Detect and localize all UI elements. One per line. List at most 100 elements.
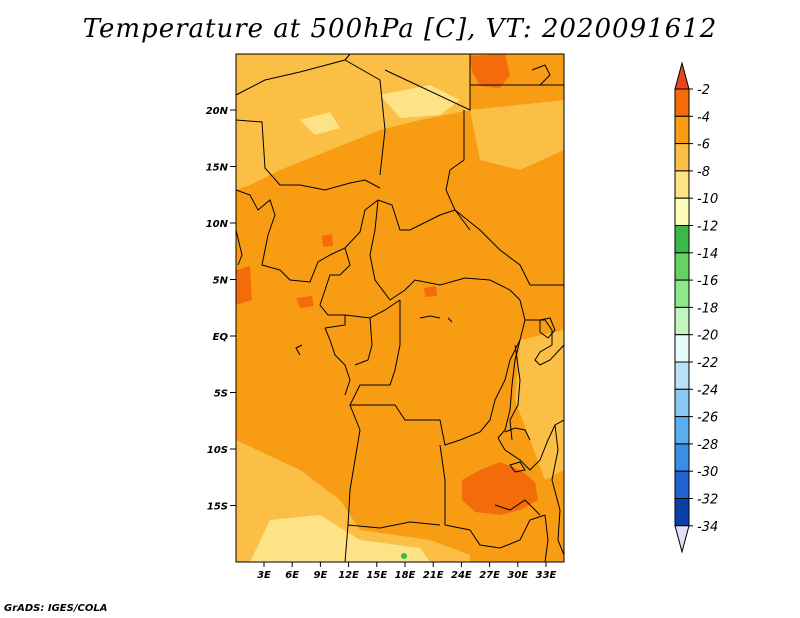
colorbar-label: -12 [697,220,718,235]
colorbar-swatch [674,170,690,199]
colorbar-swatch [674,361,690,390]
lon-tick-label: 18E [395,570,416,581]
colorbar-label: -20 [697,329,718,344]
colorbar-label: -8 [697,165,710,180]
colorbar-label: -18 [697,301,718,316]
border-line [324,327,351,396]
field-warm-spot-a [296,296,314,308]
border-line [384,54,471,111]
lat-tick-label: 10N [206,219,229,230]
field-southeast-warm [462,462,538,515]
colorbar-label: -10 [697,192,718,207]
border-line [377,199,456,231]
border-line [439,444,546,549]
border-line [344,404,361,562]
colorbar-label: -32 [697,493,718,508]
border-line [454,209,564,286]
colorbar-label: -4 [697,110,710,125]
border-line [236,119,381,191]
border-line [319,289,346,329]
border-line [324,247,351,291]
colorbar-swatch [674,252,690,281]
coast-detail [295,344,303,356]
colorbar-label: -24 [697,383,718,398]
colorbar-label: -14 [697,247,718,262]
field-north-pale-spot [300,112,340,135]
field-south-pale [250,515,430,562]
map-title: Temperature at 500hPa [C], VT: 202009161… [82,14,718,44]
colorbar-label: -22 [697,356,718,371]
field-northeast-warm [470,54,510,88]
colorbar-swatch [674,279,690,308]
lon-tick-label: 12E [338,570,359,581]
colorbar-swatch [674,143,690,172]
colorbar-label: -6 [697,138,710,153]
field-northeast-light [470,100,564,170]
grads-credit: GrADS: IGES/COLA [4,603,108,614]
lon-tick-label: 3E [257,570,271,581]
border-line [504,427,531,441]
border-line [354,317,373,366]
colorbar-swatch [674,115,690,145]
border-line [551,424,564,556]
lat-tick-label: 5N [213,276,229,287]
colorbar-swatch [674,334,690,363]
lon-tick-label: 9E [314,570,328,581]
border-line [236,189,281,271]
border-line [369,199,521,301]
colorbar-top-arrow [674,61,690,90]
lon-tick-label: 21E [423,570,444,581]
lon-tick-label: 30E [507,570,528,581]
border-line [349,300,521,446]
colorbar-swatch [674,306,690,336]
lon-tick-label: 33E [536,570,557,581]
lake-outline [539,317,556,339]
lat-tick-label: EQ [213,332,229,343]
border-line [497,299,526,439]
colorbar-swatch [674,388,690,418]
lat-tick-label: 15N [206,163,229,174]
colorbar-label: -2 [697,83,710,98]
border-line [344,59,386,176]
longitude-axis: 3E 6E 9E 12E 15E 18E 21E 24E 27E 30E 33E [257,562,557,581]
lat-tick-label: 20N [206,106,229,117]
lon-tick-label: 6E [285,570,299,581]
colorbar-swatch [674,416,690,445]
lon-tick-label: 15E [366,570,387,581]
lon-tick-label: 27E [479,570,500,581]
border-line [445,110,471,231]
border-line [236,54,351,96]
border-line [525,319,564,366]
field-warm-spot-d [424,286,437,297]
colorbar-swatch [674,88,690,117]
colorbar-label: -26 [697,411,718,426]
lat-tick-label: 10S [207,445,228,456]
field-east-light [515,330,564,480]
field-warm-spot-c [322,234,333,247]
coast-detail [236,229,243,266]
colorbar-bottom-arrow [674,525,690,554]
colorbar-swatch [674,225,690,254]
latitude-axis: 20N 15N 10N 5N EQ 5S 10S 15S [206,106,236,513]
border-line [497,419,564,471]
colorbar-label: -30 [697,465,718,480]
lat-tick-label: 5S [214,389,228,400]
map-frame [235,53,565,563]
field-north-paler [380,85,460,118]
colorbar-label: -34 [697,520,718,535]
lake-outline [509,344,521,441]
river-outline [419,315,453,323]
lake-outline [509,461,526,473]
lat-tick-label: 15S [207,502,228,513]
colorbar-label: -28 [697,438,718,453]
border-line [544,514,549,562]
field-warm-spot-b [236,266,252,305]
colorbar-swatch [674,197,690,226]
colorbar: -2 -4 -6 -8 -10 -12 -14 -16 -18 -20 -22 -24 -26 -28 -3… [674,61,718,554]
lon-tick-label: 24E [451,570,472,581]
colorbar-label: -16 [697,274,718,289]
border-line [344,299,401,319]
boundaries [236,54,564,562]
border-line [279,199,379,283]
